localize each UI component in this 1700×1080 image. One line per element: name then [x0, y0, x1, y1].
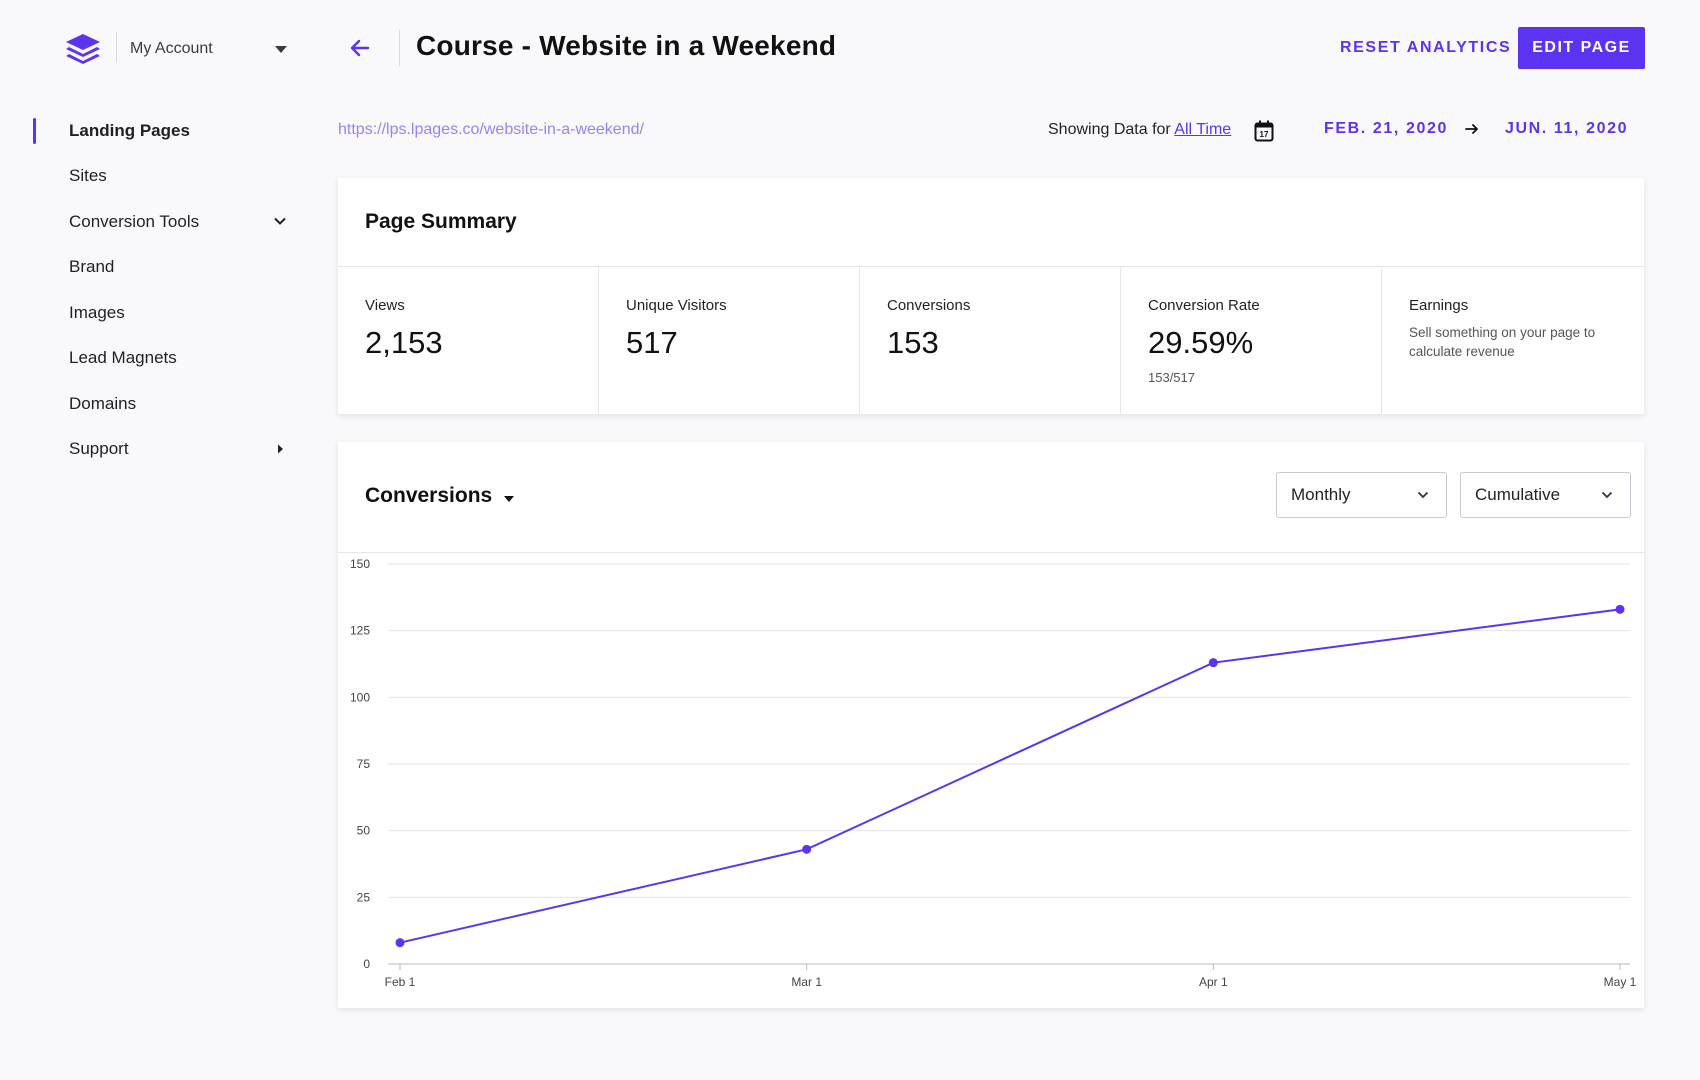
- x-tick-label: Mar 1: [791, 975, 822, 989]
- metric-label: Conversions: [887, 297, 971, 314]
- y-tick-label: 100: [350, 690, 370, 704]
- sidebar-item-label: Images: [69, 302, 125, 322]
- sidebar-item-lead-magnets[interactable]: Lead Magnets: [0, 336, 300, 382]
- layers-logo-icon[interactable]: [64, 32, 102, 64]
- chart-metric-selector[interactable]: Conversions: [365, 484, 493, 507]
- calendar-icon[interactable]: 17: [1254, 120, 1274, 142]
- sidebar-item-sites[interactable]: Sites: [0, 154, 300, 200]
- arrow-right-icon: [1465, 124, 1478, 134]
- sidebar-item-brand[interactable]: Brand: [0, 245, 300, 291]
- y-tick-label: 0: [363, 957, 370, 971]
- divider: [338, 552, 1644, 553]
- data-point: [395, 938, 405, 948]
- metric-label: Unique Visitors: [626, 297, 727, 314]
- sidebar-item-label: Lead Magnets: [69, 348, 177, 368]
- metric-earnings: Earnings Sell something on your page to …: [1382, 267, 1642, 414]
- y-tick-label: 150: [350, 557, 370, 571]
- metric-value: 153: [887, 325, 939, 360]
- active-indicator: [33, 118, 36, 144]
- sidebar-item-images[interactable]: Images: [0, 290, 300, 336]
- divider: [338, 266, 1644, 267]
- summary-title: Page Summary: [365, 210, 517, 233]
- caret-right-icon[interactable]: [272, 441, 288, 457]
- sidebar-item-label: Support: [69, 439, 129, 459]
- metric-value: 2,153: [365, 325, 443, 360]
- reset-analytics-button[interactable]: RESET ANALYTICS: [1340, 39, 1512, 56]
- account-caret-icon[interactable]: [275, 46, 287, 53]
- metric-sub: 153/517: [1148, 370, 1195, 385]
- date-range-label: Showing Data for All Time: [1048, 121, 1231, 139]
- sidebar-item-label: Landing Pages: [69, 120, 190, 140]
- mode-select-value: Cumulative: [1475, 485, 1561, 504]
- metric-label: Earnings: [1409, 297, 1469, 314]
- sidebar-item-label: Sites: [69, 166, 107, 186]
- data-point: [1208, 658, 1218, 668]
- metric-views: Views 2,153: [338, 267, 599, 414]
- sidebar-item-label: Domains: [69, 393, 137, 413]
- page-url-link[interactable]: https://lps.lpages.co/website-in-a-weeke…: [338, 121, 644, 138]
- date-start[interactable]: FEB. 21, 2020: [1324, 120, 1448, 137]
- sidebar-item-support[interactable]: Support: [0, 427, 300, 473]
- sidebar-item-domains[interactable]: Domains: [0, 381, 300, 427]
- y-tick-label: 50: [357, 824, 371, 838]
- x-tick-label: May 1: [1604, 975, 1637, 989]
- caret-down-icon[interactable]: [504, 496, 514, 502]
- metric-conversion-rate: Conversion Rate 29.59% 153/517: [1121, 267, 1382, 414]
- metric-value: 517: [626, 325, 678, 360]
- metric-note: Sell something on your page to calculate…: [1409, 325, 1596, 359]
- mode-select[interactable]: Cumulative: [1460, 472, 1631, 518]
- account-divider: [116, 32, 117, 62]
- x-tick-label: Apr 1: [1199, 975, 1228, 989]
- chevron-down-icon: [1417, 491, 1429, 499]
- metric-label: Conversion Rate: [1148, 297, 1260, 314]
- chevron-down-icon: [1601, 491, 1613, 499]
- svg-text:17: 17: [1260, 130, 1269, 139]
- sidebar-item-conversion-tools[interactable]: Conversion Tools: [0, 199, 300, 245]
- conversions-card: Conversions Monthly Cumulative 0 25 50 75 10…: [338, 442, 1644, 1008]
- chevron-down-icon[interactable]: [272, 213, 288, 229]
- conversions-line-chart: 0 25 50 75 100 125 150 Feb 1 Mar 1 Apr 1 May 1: [350, 557, 1637, 989]
- period-select-value: Monthly: [1291, 485, 1351, 504]
- sidebar-item-label: Brand: [69, 257, 115, 277]
- series-line: [399, 608, 1621, 944]
- metric-label: Views: [365, 297, 405, 314]
- date-end[interactable]: JUN. 11, 2020: [1505, 120, 1629, 137]
- edit-page-button[interactable]: EDIT PAGE: [1518, 27, 1645, 69]
- data-point: [1615, 604, 1625, 614]
- x-tick-label: Feb 1: [385, 975, 416, 989]
- date-range-link[interactable]: All Time: [1174, 121, 1232, 138]
- back-arrow-icon[interactable]: [346, 34, 374, 62]
- metric-value: 29.59%: [1148, 325, 1254, 360]
- page-title: Course - Website in a Weekend: [416, 30, 837, 61]
- period-select[interactable]: Monthly: [1276, 472, 1447, 518]
- y-tick-label: 75: [357, 757, 371, 771]
- data-point: [802, 844, 812, 854]
- metric-unique-visitors: Unique Visitors 517: [599, 267, 860, 414]
- header-divider: [399, 30, 400, 66]
- account-label[interactable]: My Account: [130, 40, 213, 57]
- sidebar-nav: Landing Pages Sites Conversion Tools Bra…: [0, 108, 300, 472]
- page-summary-card: Page Summary Views 2,153 Unique Visitors…: [338, 178, 1644, 414]
- sidebar-item-label: Conversion Tools: [69, 211, 200, 231]
- y-tick-label: 125: [350, 624, 370, 638]
- metric-conversions: Conversions 153: [860, 267, 1121, 414]
- sidebar-item-landing-pages[interactable]: Landing Pages: [0, 108, 300, 154]
- showing-prefix: Showing Data for: [1048, 121, 1171, 138]
- y-tick-label: 25: [357, 890, 371, 904]
